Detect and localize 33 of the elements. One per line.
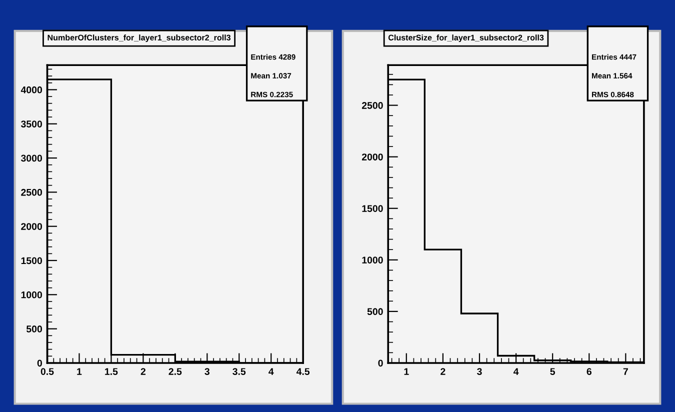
y-tick-label: 2000 <box>21 223 42 230</box>
x-tick-label: 2 <box>140 368 146 375</box>
y-tick-label: 3500 <box>20 120 42 128</box>
x-tick-label: 5 <box>550 368 556 375</box>
x-tick-label: 3.5 <box>232 368 246 375</box>
y-tick-label: 0 <box>37 360 42 367</box>
x-tick-label: 0.5 <box>40 368 54 375</box>
y-tick-label: 1000 <box>21 291 42 298</box>
y-tick-label: 0 <box>378 360 383 367</box>
chart-title: NumberOfClusters_for_layer1_subsector2_roll3 <box>48 34 231 42</box>
y-tick-label: 500 <box>26 326 42 332</box>
x-tick-label: 1.5 <box>105 368 118 375</box>
x-tick-label: 7 <box>623 368 628 375</box>
x-tick-label: 3 <box>477 368 482 375</box>
y-tick-label: 4000 <box>20 86 42 94</box>
y-tick-label: 500 <box>367 308 383 316</box>
y-tick-label: 1500 <box>362 205 383 212</box>
x-tick-label: 6 <box>586 368 592 375</box>
y-tick-label: 2000 <box>362 154 383 160</box>
x-tick-label: 3 <box>204 368 210 375</box>
x-tick-label: 2 <box>440 368 446 375</box>
y-tick-label: 1500 <box>21 257 42 264</box>
y-tick-label: 1000 <box>362 256 383 264</box>
x-tick-label: 2.5 <box>168 368 182 375</box>
x-tick-label: 1 <box>77 368 82 375</box>
x-tick-label: 1 <box>404 368 409 375</box>
x-tick-label: 4 <box>268 368 274 375</box>
x-tick-label: 4 <box>513 368 519 375</box>
chart-title: ClusterSize_for_layer1_subsector2_roll3 <box>388 34 544 42</box>
y-tick-label: 3000 <box>20 154 42 162</box>
x-tick-label: 4.5 <box>296 368 310 375</box>
y-tick-label: 2500 <box>362 102 383 109</box>
y-tick-label: 2500 <box>21 188 42 196</box>
